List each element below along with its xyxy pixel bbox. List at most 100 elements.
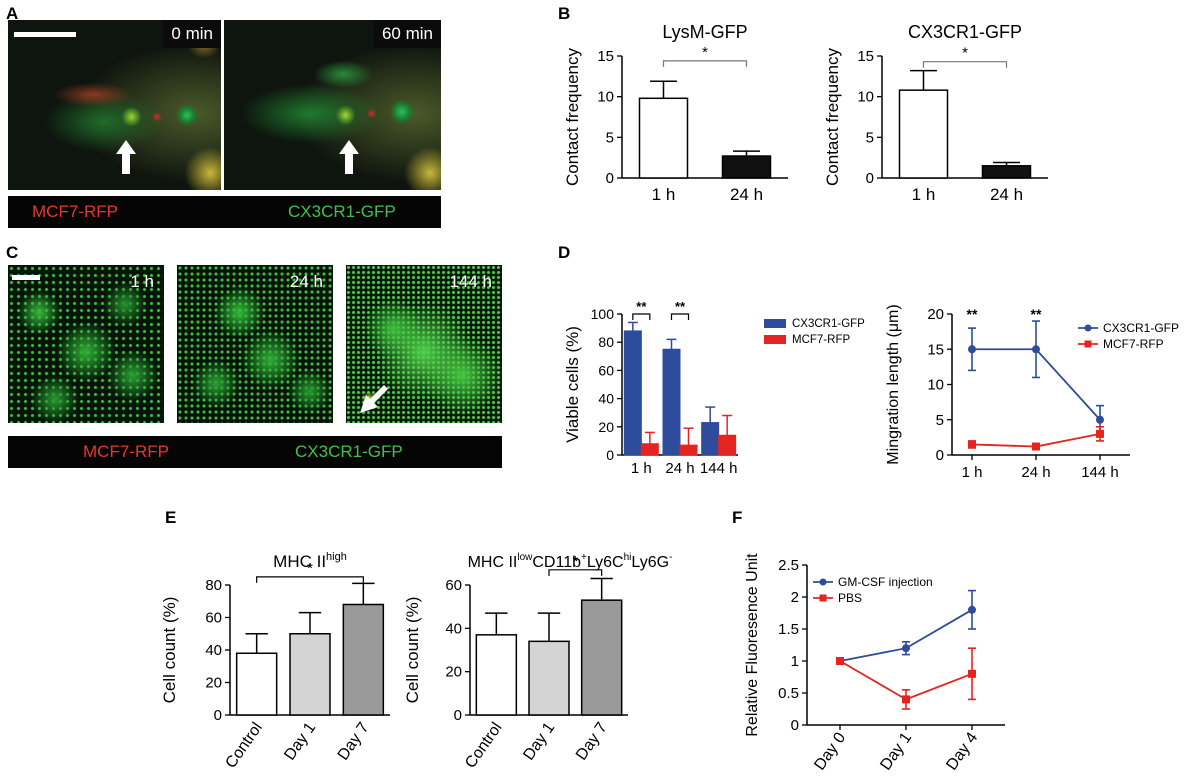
scale-bar	[12, 275, 40, 280]
data-point	[1096, 415, 1104, 424]
legend-label: MCF7-RFP	[792, 334, 850, 346]
y-axis-label: Cell count (%)	[160, 597, 179, 704]
x-tick-label: Day 7	[335, 719, 373, 763]
significance-label: **	[675, 299, 686, 314]
bar	[289, 633, 331, 716]
significance-label: **	[636, 299, 647, 314]
x-tick-label: 24 h	[730, 185, 763, 204]
y-axis-label: Contact frequency	[563, 48, 582, 186]
y-tick-label: 0	[866, 170, 874, 187]
chart-f-relative-fluorescence: 0 0.5 1 1.5 2 2.5 Relative Fluoresence Unit Day…	[744, 553, 1005, 774]
data-point	[968, 605, 976, 614]
y-tick-label: 0	[214, 707, 222, 724]
x-tick-label: Control	[222, 720, 266, 772]
significance-label: *	[572, 553, 578, 570]
chart-title: LysM-GFP	[662, 22, 747, 42]
significance-label: *	[307, 560, 313, 577]
legend-swatch	[764, 335, 786, 344]
data-point	[1032, 442, 1040, 451]
legend-cx3cr1-gfp: CX3CR1-GFP	[288, 202, 396, 221]
y-tick-label: 10	[927, 377, 944, 394]
x-tick-label: Day 7	[573, 719, 611, 763]
bar	[721, 155, 772, 179]
legend-label: CX3CR1-GFP	[1103, 321, 1179, 335]
x-tick-label: 144 h	[1081, 464, 1119, 481]
bar	[640, 443, 659, 456]
bar	[701, 422, 720, 456]
y-tick-label: 100	[591, 306, 615, 322]
y-tick-label: 0	[454, 707, 462, 724]
y-tick-label: 60	[598, 362, 614, 378]
x-tick-label: 1 h	[631, 460, 652, 477]
y-tick-label: 5	[866, 129, 874, 146]
panel-letter-b: B	[558, 4, 571, 23]
y-tick-label: 15	[857, 48, 874, 65]
data-point	[968, 345, 976, 354]
y-tick-label: 80	[598, 334, 614, 350]
y-axis-label: Cell count (%)	[403, 597, 422, 704]
micrograph-c-1h: 1 h	[8, 265, 164, 423]
micrograph-c-144h: 144 h	[346, 265, 502, 423]
legend-mcf7-rfp: MCF7-RFP	[32, 202, 118, 221]
chart-e-mhc-ii-low: 0 20 40 60 Cell count (%) Control Day 1 Day 7 *M…	[403, 552, 672, 772]
panel-letter-f: F	[732, 508, 743, 527]
micrograph-a-0min: 0 min	[8, 20, 221, 190]
significance-bracket	[256, 576, 364, 583]
bar	[528, 640, 570, 716]
significance-bracket	[632, 313, 651, 320]
timestamp-1h: 1 h	[130, 272, 154, 291]
y-axis-label: Mingration length (μm)	[885, 304, 902, 464]
y-tick-label: 10	[857, 89, 874, 106]
timestamp-144h: 144 h	[449, 272, 492, 291]
x-tick-label: Day 1	[877, 729, 915, 773]
panel-letter-c: C	[6, 243, 19, 262]
y-tick-label: 10	[597, 89, 614, 106]
x-tick-label: 24 h	[990, 185, 1023, 204]
legend-swatch	[764, 319, 786, 328]
data-point	[902, 644, 910, 653]
chart-d-migration-length: 0 5 10 15 20 Mingration length (μm) 1 h 24 h 144…	[885, 304, 1179, 481]
y-axis-label: Relative Fluoresence Unit	[744, 553, 761, 737]
timestamp-60min: 60 min	[373, 20, 441, 48]
y-tick-label: 20	[598, 419, 614, 435]
y-axis-label: Contact frequency	[823, 48, 842, 186]
y-tick-label: 20	[205, 675, 222, 692]
y-tick-label: 5	[936, 412, 944, 429]
scale-bar	[14, 32, 76, 37]
x-tick-label: 1 h	[652, 185, 676, 204]
significance-label: **	[967, 306, 978, 322]
y-tick-label: 0	[606, 447, 614, 463]
data-point	[902, 695, 910, 704]
significance-label: *	[962, 45, 968, 62]
y-tick-label: 60	[205, 610, 222, 627]
x-tick-label: 1 h	[962, 464, 983, 481]
chart-e-mhc-ii-high: 0 20 40 60 80 Cell count (%) Control Day 1 Day 7…	[160, 551, 390, 772]
x-tick-label: Control	[462, 720, 506, 772]
x-tick-label: 1 h	[912, 185, 936, 204]
y-tick-label: 40	[205, 642, 222, 659]
y-tick-label: 20	[445, 664, 462, 681]
data-point	[968, 440, 976, 449]
bar	[718, 434, 737, 456]
chart-title: MHC IIhigh	[273, 551, 347, 571]
y-tick-label: 15	[597, 48, 614, 65]
x-tick-label: Day 0	[811, 729, 849, 773]
chart-title: CX3CR1-GFP	[908, 22, 1022, 42]
x-tick-label: 24 h	[665, 460, 694, 477]
legend-marker	[819, 594, 827, 602]
legend-marker	[1084, 324, 1092, 332]
bar	[981, 165, 1032, 179]
chart-b-lysm-gfp: 0 5 10 15 Contact frequency 1 h 24 h * LysM-GFP	[563, 22, 788, 204]
y-tick-label: 40	[445, 620, 462, 637]
significance-label: **	[1031, 306, 1042, 322]
bar	[580, 599, 623, 716]
y-tick-label: 0	[791, 717, 799, 734]
data-point	[968, 669, 976, 678]
significance-label: *	[702, 44, 708, 61]
bar	[342, 603, 385, 716]
legend-strip-c: MCF7-RFP CX3CR1-GFP	[8, 436, 502, 468]
arrow-icon	[339, 140, 359, 174]
legend-label: GM-CSF injection	[838, 575, 933, 589]
y-tick-label: 2.5	[778, 557, 799, 574]
micrograph-c-24h: 24 h	[177, 265, 333, 423]
